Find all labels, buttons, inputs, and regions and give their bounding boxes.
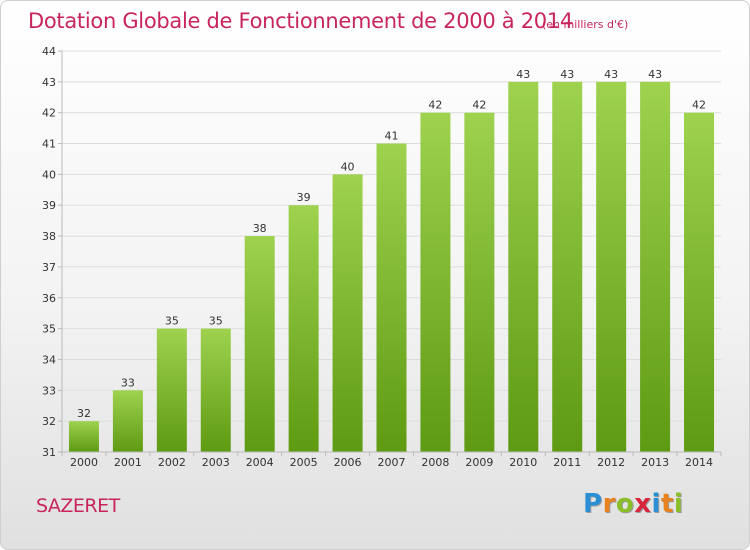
y-tick-label: 34 — [42, 353, 56, 366]
bar[interactable] — [552, 81, 583, 452]
y-tick-label: 44 — [42, 45, 56, 58]
logo-letter: x — [634, 489, 652, 519]
logo-letter: i — [673, 489, 684, 519]
bar[interactable] — [288, 205, 319, 452]
logo-letter: r — [602, 489, 616, 519]
commune-name: SAZERET — [36, 495, 120, 517]
bar[interactable] — [200, 328, 231, 452]
logo-letter: o — [615, 489, 635, 519]
x-tick-label: 2002 — [158, 456, 186, 469]
y-tick-label: 43 — [42, 76, 56, 89]
x-tick-label: 2003 — [202, 456, 230, 469]
bar-value-label: 42 — [692, 99, 706, 112]
x-tick-label: 2009 — [465, 456, 493, 469]
logo-letter: t — [660, 489, 674, 519]
x-tick-label: 2001 — [114, 456, 142, 469]
x-tick-label: 2004 — [246, 456, 274, 469]
logo-letter: i — [651, 489, 661, 519]
x-tick-label: 2013 — [641, 456, 669, 469]
logo-letter: P — [583, 489, 603, 519]
bar-value-label: 43 — [648, 68, 662, 81]
bar-value-label: 42 — [428, 99, 442, 112]
chart-subtitle: (en milliers d'€) — [542, 18, 629, 31]
y-tick-label: 41 — [42, 138, 56, 151]
x-tick-label: 2011 — [553, 456, 581, 469]
x-tick-label: 2012 — [597, 456, 625, 469]
x-tick-label: 2010 — [509, 456, 537, 469]
bar[interactable] — [420, 112, 451, 452]
x-tick-label: 2005 — [290, 456, 318, 469]
proxiti-logo[interactable]: Proxiti — [583, 489, 683, 519]
bar-value-label: 41 — [385, 130, 399, 143]
bar[interactable] — [112, 390, 143, 452]
bar-value-label: 40 — [341, 160, 355, 173]
bar[interactable] — [508, 81, 539, 452]
bar-value-label: 43 — [516, 68, 530, 81]
bar-value-label: 39 — [297, 191, 311, 204]
bar-value-label: 33 — [121, 376, 135, 389]
x-tick-label: 2006 — [334, 456, 362, 469]
x-tick-label: 2007 — [378, 456, 406, 469]
bar-value-label: 32 — [77, 407, 91, 420]
y-tick-label: 36 — [42, 292, 56, 305]
bar-value-label: 38 — [253, 222, 267, 235]
y-tick-label: 31 — [42, 446, 56, 459]
bar[interactable] — [244, 236, 275, 452]
bar[interactable] — [156, 328, 187, 452]
x-tick-label: 2008 — [421, 456, 449, 469]
y-tick-label: 37 — [42, 261, 56, 274]
bar-value-label: 35 — [209, 315, 223, 328]
bar[interactable] — [684, 112, 715, 452]
y-tick-label: 38 — [42, 230, 56, 243]
bar-value-label: 42 — [472, 99, 486, 112]
y-tick-label: 32 — [42, 415, 56, 428]
bar-value-label: 43 — [604, 68, 618, 81]
x-tick-label: 2014 — [685, 456, 713, 469]
bar[interactable] — [376, 143, 407, 453]
bar[interactable] — [640, 81, 671, 452]
bar[interactable] — [68, 421, 99, 452]
chart-title: Dotation Globale de Fonctionnement de 20… — [28, 9, 573, 33]
y-tick-label: 39 — [42, 199, 56, 212]
bar-value-label: 35 — [165, 315, 179, 328]
bar[interactable] — [464, 112, 495, 452]
y-tick-label: 40 — [42, 168, 56, 181]
x-tick-label: 2000 — [70, 456, 98, 469]
bar[interactable] — [332, 174, 363, 452]
y-tick-label: 33 — [42, 384, 56, 397]
bar-value-label: 43 — [560, 68, 574, 81]
y-tick-label: 35 — [42, 323, 56, 336]
y-tick-label: 42 — [42, 107, 56, 120]
bar[interactable] — [596, 81, 627, 452]
